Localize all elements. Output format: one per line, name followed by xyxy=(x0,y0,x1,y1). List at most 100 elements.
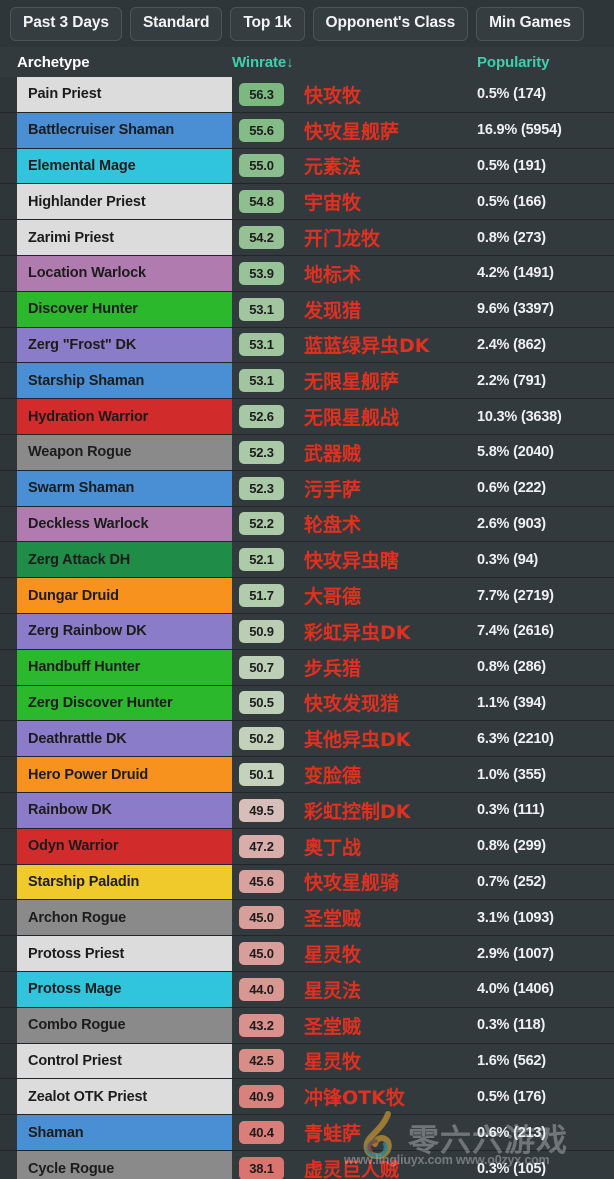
cell-winrate: 40.4 xyxy=(232,1115,287,1150)
cell-archetype[interactable]: Deathrattle DK xyxy=(17,721,232,757)
table-row[interactable]: Handbuff Hunter 50.7 步兵猎 0.8% (286) xyxy=(0,649,614,686)
cell-archetype[interactable]: Shaman xyxy=(17,1115,232,1150)
cell-archetype[interactable]: Handbuff Hunter xyxy=(17,649,232,685)
cell-archetype-chinese: 步兵猎 xyxy=(304,657,362,680)
cell-archetype[interactable]: Highlander Priest xyxy=(17,184,232,220)
cell-popularity: 2.2% (791) xyxy=(477,372,546,389)
cell-archetype[interactable]: Odyn Warrior xyxy=(17,828,232,864)
table-row[interactable]: Shaman 40.4 青蛙萨 0.6% (213) xyxy=(0,1115,614,1151)
table-row[interactable]: Hydration Warrior 52.6 无限星舰战 10.3% (3638) xyxy=(0,399,614,435)
cell-winrate: 50.9 xyxy=(232,614,287,649)
cell-archetype[interactable]: Dungar Druid xyxy=(17,578,232,613)
filter-time-range[interactable]: Past 3 Days xyxy=(10,7,122,41)
cell-archetype[interactable]: Hydration Warrior xyxy=(17,399,232,434)
cell-winrate: 50.7 xyxy=(232,650,287,685)
cell-archetype[interactable]: Rainbow DK xyxy=(17,792,232,828)
table-row[interactable]: Elemental Mage 55.0 元素法 0.5% (191) xyxy=(0,148,614,185)
cell-archetype[interactable]: Hero Power Druid xyxy=(17,757,232,792)
cell-archetype[interactable]: Battlecruiser Shaman xyxy=(17,112,232,148)
column-header-popularity[interactable]: Popularity xyxy=(477,53,550,71)
cell-archetype[interactable]: Zarimi Priest xyxy=(17,220,232,255)
table-row[interactable]: Cycle Rogue 38.1 虚灵巨人贼 0.3% (105) xyxy=(0,1150,614,1179)
winrate-badge: 52.6 xyxy=(239,405,284,429)
cell-archetype[interactable]: Location Warlock xyxy=(17,255,232,291)
cell-archetype-chinese: 污手萨 xyxy=(304,478,362,501)
table-row[interactable]: Combo Rogue 43.2 圣堂贼 0.3% (118) xyxy=(0,1007,614,1044)
table-row[interactable]: Deckless Warlock 52.2 轮盘术 2.6% (903) xyxy=(0,506,614,543)
cell-archetype[interactable]: Combo Rogue xyxy=(17,1007,232,1043)
table-row[interactable]: Weapon Rogue 52.3 武器贼 5.8% (2040) xyxy=(0,434,614,471)
table-row[interactable]: Zerg "Frost" DK 53.1 蓝蓝绿异虫DK 2.4% (862) xyxy=(0,327,614,364)
column-header-winrate[interactable]: Winrate↓ xyxy=(232,53,294,71)
table-row[interactable]: Highlander Priest 54.8 宇宙牧 0.5% (166) xyxy=(0,184,614,221)
cell-archetype[interactable]: Archon Rogue xyxy=(17,900,232,936)
table-row[interactable]: Hero Power Druid 50.1 变脸德 1.0% (355) xyxy=(0,757,614,793)
row-spine xyxy=(0,1150,17,1179)
winrate-badge: 54.2 xyxy=(239,226,284,250)
cell-archetype-chinese: 奥丁战 xyxy=(304,836,362,859)
cell-archetype[interactable]: Starship Paladin xyxy=(17,864,232,900)
cell-archetype[interactable]: Control Priest xyxy=(17,1043,232,1079)
cell-archetype-chinese: 虚灵巨人贼 xyxy=(304,1159,400,1179)
filter-rank[interactable]: Top 1k xyxy=(230,7,305,41)
cell-archetype[interactable]: Cycle Rogue xyxy=(17,1150,232,1179)
table-row[interactable]: Starship Shaman 53.1 无限星舰萨 2.2% (791) xyxy=(0,363,614,400)
cell-winrate: 49.5 xyxy=(232,793,287,828)
cell-archetype[interactable]: Zerg Discover Hunter xyxy=(17,685,232,721)
cell-archetype[interactable]: Weapon Rogue xyxy=(17,434,232,470)
table-row[interactable]: Zerg Attack DH 52.1 快攻异虫瞎 0.3% (94) xyxy=(0,542,614,579)
cell-archetype[interactable]: Swarm Shaman xyxy=(17,470,232,506)
table-row[interactable]: Zerg Rainbow DK 50.9 彩虹异虫DK 7.4% (2616) xyxy=(0,613,614,650)
filter-opponent-class[interactable]: Opponent's Class xyxy=(312,7,469,41)
cell-archetype-chinese: 圣堂贼 xyxy=(304,1015,362,1038)
cell-archetype-chinese: 地标术 xyxy=(304,263,362,286)
table-row[interactable]: Location Warlock 53.9 地标术 4.2% (1491) xyxy=(0,255,614,292)
cell-archetype[interactable]: Protoss Mage xyxy=(17,971,232,1007)
cell-archetype[interactable]: Zerg Attack DH xyxy=(17,542,232,578)
cell-archetype[interactable]: Zerg "Frost" DK xyxy=(17,327,232,363)
cell-archetype[interactable]: Discover Hunter xyxy=(17,291,232,327)
table-row[interactable]: Swarm Shaman 52.3 污手萨 0.6% (222) xyxy=(0,470,614,507)
table-row[interactable]: Starship Paladin 45.6 快攻星舰骑 0.7% (252) xyxy=(0,864,614,901)
row-spine xyxy=(0,77,17,112)
cell-archetype-chinese: 星灵牧 xyxy=(304,944,362,967)
winrate-badge: 50.2 xyxy=(239,727,284,751)
table-row[interactable]: Protoss Priest 45.0 星灵牧 2.9% (1007) xyxy=(0,936,614,972)
winrate-badge: 50.5 xyxy=(239,691,284,715)
cell-popularity: 0.7% (252) xyxy=(477,873,546,890)
table-row[interactable]: Pain Priest 56.3 快攻牧 0.5% (174) xyxy=(0,77,614,113)
filter-min-games[interactable]: Min Games xyxy=(476,7,584,41)
table-row[interactable]: Control Priest 42.5 星灵牧 1.6% (562) xyxy=(0,1043,614,1080)
table-row[interactable]: Deathrattle DK 50.2 其他异虫DK 6.3% (2210) xyxy=(0,721,614,758)
cell-winrate: 45.0 xyxy=(232,900,287,935)
cell-popularity: 0.5% (176) xyxy=(477,1088,546,1105)
table-row[interactable]: Rainbow DK 49.5 彩虹控制DK 0.3% (111) xyxy=(0,792,614,829)
cell-archetype[interactable]: Zealot OTK Priest xyxy=(17,1079,232,1115)
row-spine xyxy=(0,1007,17,1043)
table-row[interactable]: Protoss Mage 44.0 星灵法 4.0% (1406) xyxy=(0,971,614,1008)
cell-archetype[interactable]: Elemental Mage xyxy=(17,148,232,184)
cell-archetype[interactable]: Zerg Rainbow DK xyxy=(17,613,232,649)
cell-popularity: 2.6% (903) xyxy=(477,515,546,532)
table-row[interactable]: Zarimi Priest 54.2 开门龙牧 0.8% (273) xyxy=(0,220,614,256)
winrate-badge: 45.6 xyxy=(239,870,284,894)
column-header-archetype[interactable]: Archetype xyxy=(17,53,90,71)
table-row[interactable]: Zerg Discover Hunter 50.5 快攻发现猎 1.1% (394) xyxy=(0,685,614,722)
cell-archetype[interactable]: Deckless Warlock xyxy=(17,506,232,542)
cell-archetype-chinese: 快攻发现猎 xyxy=(304,693,400,716)
table-row[interactable]: Battlecruiser Shaman 55.6 快攻星舰萨 16.9% (5954… xyxy=(0,112,614,149)
table-row[interactable]: Discover Hunter 53.1 发现猎 9.6% (3397) xyxy=(0,291,614,328)
cell-winrate: 53.1 xyxy=(232,328,287,363)
table-row[interactable]: Archon Rogue 45.0 圣堂贼 3.1% (1093) xyxy=(0,900,614,937)
cell-archetype[interactable]: Pain Priest xyxy=(17,77,232,112)
winrate-badge: 50.9 xyxy=(239,619,284,643)
filter-format[interactable]: Standard xyxy=(129,7,223,41)
cell-winrate: 50.5 xyxy=(232,686,287,721)
cell-archetype[interactable]: Starship Shaman xyxy=(17,363,232,399)
table-row[interactable]: Odyn Warrior 47.2 奥丁战 0.8% (299) xyxy=(0,828,614,865)
cell-winrate: 56.3 xyxy=(232,77,287,112)
table-row[interactable]: Zealot OTK Priest 40.9 冲锋OTK牧 0.5% (176) xyxy=(0,1079,614,1116)
cell-archetype[interactable]: Protoss Priest xyxy=(17,936,232,971)
row-spine xyxy=(0,864,17,900)
table-row[interactable]: Dungar Druid 51.7 大哥德 7.7% (2719) xyxy=(0,578,614,614)
